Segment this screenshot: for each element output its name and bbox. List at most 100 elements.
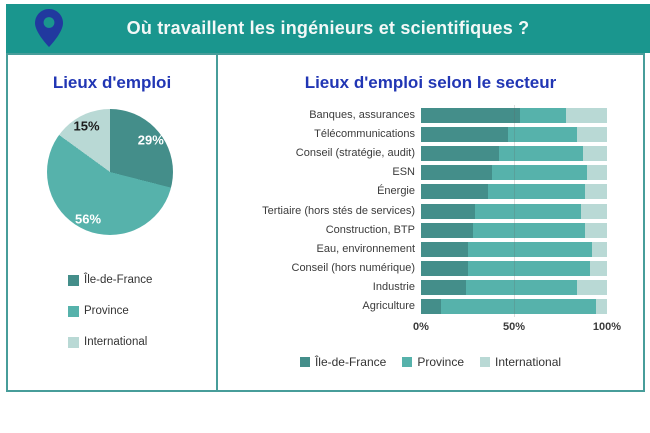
bar-track: [421, 241, 607, 257]
pie-legend: Île-de-France Province International: [68, 274, 152, 348]
bar-category-label: Conseil (hors numérique): [291, 261, 416, 274]
bar-segment-province: [491, 165, 587, 181]
bar-row: Tertiaire (hors stés de services): [218, 203, 643, 219]
bar-segment--le-de-france: [421, 299, 442, 314]
bar-segment-province: [487, 184, 585, 200]
bar-segment-province: [467, 260, 591, 276]
bar-category-label: Construction, BTP: [325, 223, 415, 236]
bar-row: Énergie: [218, 184, 643, 200]
bar-segment--le-de-france: [421, 260, 468, 276]
bar-category-label: ESN: [392, 166, 415, 179]
bar-segment-international: [590, 260, 607, 276]
bar-legend-item: International: [480, 355, 561, 369]
bar-row: ESN: [218, 165, 643, 181]
bar-segment-international: [577, 279, 607, 295]
pie-legend-item: International: [68, 336, 152, 348]
legend-swatch: [480, 357, 490, 367]
bar-category-label: Industrie: [372, 280, 415, 293]
x-axis-tick-label: 0%: [413, 321, 429, 333]
legend-label: International: [84, 336, 148, 348]
pie-panel-title: Lieux d'emploi: [52, 73, 172, 92]
bar-segment--le-de-france: [421, 146, 500, 162]
bar-legend-item: Province: [402, 355, 464, 369]
bar-segment-international: [580, 203, 607, 219]
bar-track: [421, 184, 607, 200]
bar-row: Conseil (stratégie, audit): [218, 146, 643, 162]
bar-track: [421, 108, 607, 123]
bar-segment-province: [474, 203, 581, 219]
bar-segment-province: [467, 241, 593, 257]
bar-track: [421, 222, 607, 238]
panels-container: Lieux d'emploi 29% 56% 15% Île-de-France Pr…: [6, 53, 645, 392]
bar-segment-international: [595, 299, 607, 314]
bar-category-label: Tertiaire (hors stés de services): [262, 204, 415, 217]
legend-label: International: [495, 355, 562, 369]
bar-segment--le-de-france: [421, 279, 466, 295]
bar-segment--le-de-france: [421, 222, 474, 238]
bar-segment-province: [473, 222, 585, 238]
bar-segment-province: [508, 127, 578, 143]
bar-segment--le-de-france: [421, 241, 468, 257]
bar-segment-international: [582, 146, 607, 162]
legend-swatch: [402, 357, 413, 367]
bar-track: [421, 299, 607, 314]
bar-segment-international: [592, 241, 607, 257]
bar-track: [421, 127, 607, 143]
x-axis-tick-label: 50%: [502, 321, 526, 333]
bar-legend-item: Île-de-France: [299, 355, 387, 369]
legend-swatch: [299, 357, 310, 367]
bar-panel-title: Lieux d'emploi selon le secteur: [304, 73, 557, 92]
legend-label: Province: [84, 305, 129, 317]
bar-panel: Lieux d'emploi selon le secteur Banques,…: [216, 53, 645, 392]
bar-track: [421, 279, 607, 295]
legend-label: Île-de-France: [314, 355, 387, 369]
legend-label: Île-de-France: [84, 274, 153, 286]
header-bar: Où travaillent les ingénieurs et scienti…: [6, 4, 650, 53]
bar-segment-international: [584, 184, 607, 200]
bar-segment--le-de-france: [421, 127, 509, 143]
bar-segment-province: [499, 146, 583, 162]
pie-slice-value-label: 56%: [74, 211, 102, 227]
location-pin-icon: [34, 8, 64, 48]
pie-legend-item: Province: [68, 305, 152, 317]
pie-panel: Lieux d'emploi 29% 56% 15% Île-de-France Pr…: [6, 53, 218, 392]
bar-track: [421, 260, 607, 276]
legend-swatch: [68, 305, 79, 317]
bar-category-label: Banques, assurances: [309, 109, 415, 121]
bar-segment-international: [584, 222, 607, 238]
bar-legend: Île-de-France Province International: [218, 355, 643, 369]
bar-track: [421, 146, 607, 162]
bar-segment-international: [566, 108, 607, 123]
legend-label: Province: [417, 355, 464, 369]
bar-row: Télécommunications: [218, 127, 643, 143]
bar-segment-international: [577, 127, 607, 143]
bar-segment-province: [441, 299, 596, 314]
bar-category-label: Eau, environnement: [316, 242, 415, 255]
pie-slice-value-label: 29%: [137, 132, 164, 148]
bar-segment--le-de-france: [421, 184, 488, 200]
bar-row: Agriculture: [218, 299, 643, 314]
bar-track: [421, 203, 607, 219]
bar-category-label: Télécommunications: [314, 128, 415, 141]
legend-swatch: [68, 336, 79, 348]
bar-segment--le-de-france: [421, 203, 475, 219]
bar-category-label: Conseil (stratégie, audit): [295, 147, 415, 160]
bar-row: Conseil (hors numérique): [218, 260, 643, 276]
bar-segment--le-de-france: [421, 108, 520, 123]
page-title: Où travaillent les ingénieurs et scienti…: [126, 18, 530, 38]
x-axis-tick-label: 100%: [592, 321, 622, 333]
bar-row: Construction, BTP: [218, 222, 643, 238]
bar-segment--le-de-france: [421, 165, 492, 181]
bar-row: Eau, environnement: [218, 241, 643, 257]
pie-chart: [47, 109, 173, 235]
bar-segment-international: [586, 165, 607, 181]
legend-swatch: [68, 274, 79, 286]
gridline-50: [514, 105, 515, 317]
bar-segment-province: [465, 279, 578, 295]
bar-category-label: Énergie: [377, 185, 415, 198]
bar-segment-province: [519, 108, 567, 123]
bar-row: Industrie: [218, 279, 643, 295]
pie-legend-item: Île-de-France: [68, 274, 152, 286]
bar-category-label: Agriculture: [362, 300, 415, 312]
